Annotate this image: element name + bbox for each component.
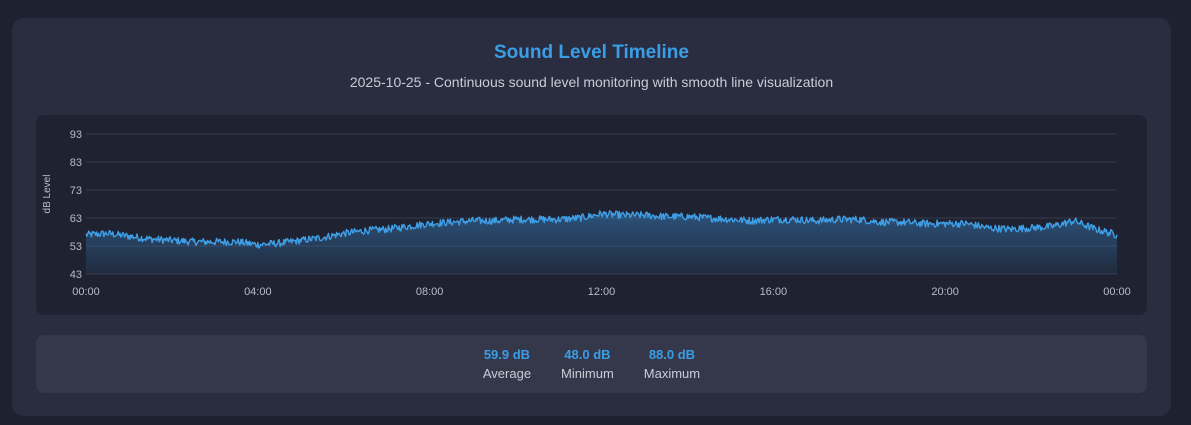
chart-title: Sound Level Timeline	[494, 42, 689, 63]
stat-average-value: 59.9 dB	[483, 347, 531, 362]
x-tick-label: 16:00	[760, 286, 788, 298]
y-tick-label: 73	[70, 185, 82, 197]
sound-level-card: Sound Level Timeline 2025-10-25 - Contin…	[12, 18, 1171, 416]
stat-maximum-label: Maximum	[643, 366, 701, 381]
sound-level-area	[86, 210, 1117, 274]
x-tick-label: 12:00	[588, 286, 616, 298]
y-axis-title: dB Level	[42, 175, 53, 214]
stat-minimum: 48.0 dB Minimum	[561, 347, 614, 381]
y-tick-label: 83	[70, 157, 82, 169]
x-tick-label: 04:00	[244, 286, 272, 298]
stat-minimum-label: Minimum	[561, 366, 614, 381]
stat-maximum: 88.0 dB Maximum	[644, 347, 700, 381]
sound-level-line	[85, 210, 1118, 249]
x-tick-label: 08:00	[416, 286, 444, 298]
y-tick-label: 93	[70, 129, 82, 141]
stat-maximum-value: 88.0 dB	[648, 347, 696, 362]
chart-panel: 43 53 63 73 83 93 00:00 04:00 08:00 12:00 16:00 20:…	[36, 115, 1147, 315]
stat-minimum-value: 48.0 dB	[564, 347, 611, 362]
stat-average: 59.9 dB Average	[483, 347, 531, 381]
sound-level-chart: 43 53 63 73 83 93 00:00 04:00 08:00 12:00 16:00 20:…	[42, 129, 1131, 298]
chart-subtitle: 2025-10-25 - Continuous sound level moni…	[349, 74, 834, 90]
y-tick-label: 63	[70, 213, 82, 225]
y-tick-label: 43	[70, 269, 82, 281]
x-tick-label: 00:00	[1103, 286, 1131, 298]
x-tick-label: 20:00	[931, 286, 959, 298]
x-tick-label: 00:00	[72, 286, 100, 298]
stat-average-label: Average	[482, 366, 532, 381]
y-tick-label: 53	[70, 241, 82, 253]
stats-panel: 59.9 dB Average 48.0 dB Minimum 88.0 dB …	[36, 335, 1147, 393]
